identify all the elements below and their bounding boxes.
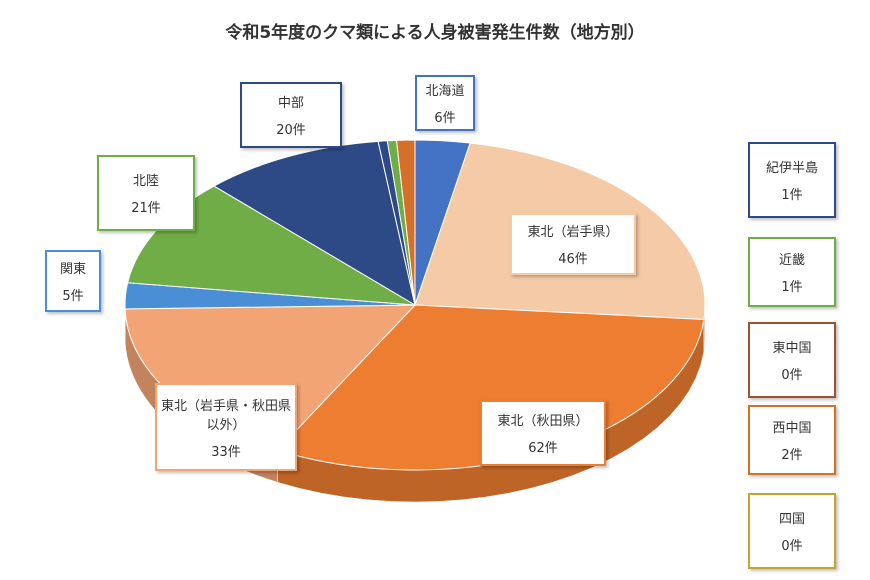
value-label: 33件 xyxy=(211,444,241,460)
category-label: 中部 xyxy=(277,96,304,111)
value-label: 46件 xyxy=(558,252,588,267)
data-label: 紀伊半島 1件 xyxy=(748,142,836,218)
value-label: 1件 xyxy=(781,188,803,203)
slice xyxy=(213,140,416,307)
value-label: 21件 xyxy=(131,201,161,216)
category-label: 北海道 xyxy=(425,84,465,99)
category-label: 四国 xyxy=(778,512,805,527)
data-label: 北陸 21件 xyxy=(97,155,195,231)
data-label: 中部 20件 xyxy=(240,82,342,148)
category-label: 東北（岩手県） xyxy=(527,225,619,240)
data-label: 北海道 6件 xyxy=(415,75,475,131)
value-label: 62件 xyxy=(528,441,558,456)
category-label: 近畿 xyxy=(778,253,805,268)
value-label: 5件 xyxy=(62,289,84,304)
data-label: 四国 0件 xyxy=(748,493,836,569)
slice xyxy=(395,139,416,306)
category-label: 関東 xyxy=(59,262,86,277)
value-label: 20件 xyxy=(276,123,306,138)
category-label: 東中国 xyxy=(772,341,812,356)
value-label: 0件 xyxy=(781,368,803,383)
data-label: 東北（岩手県・秋田県以外） 33件 xyxy=(155,383,297,471)
data-label: 東北（秋田県） 62件 xyxy=(480,400,606,466)
category-label: 東北（秋田県） xyxy=(497,414,589,429)
value-label: 2件 xyxy=(781,448,803,463)
data-label: 東中国 0件 xyxy=(748,322,836,398)
data-label: 西中国 2件 xyxy=(748,405,836,475)
category-label: 北陸 xyxy=(132,174,159,189)
value-label: 6件 xyxy=(434,111,456,126)
data-label: 関東 5件 xyxy=(45,250,101,312)
data-label: 東北（岩手県） 46件 xyxy=(510,213,636,275)
category-label: 東北（岩手県・秋田県以外） xyxy=(161,398,292,433)
data-label: 近畿 1件 xyxy=(748,237,836,307)
value-label: 0件 xyxy=(781,539,803,554)
value-label: 1件 xyxy=(781,280,803,295)
category-label: 紀伊半島 xyxy=(765,161,818,176)
category-label: 西中国 xyxy=(772,421,812,436)
chart-title: 令和5年度のクマ類による人身被害発生件数（地方別） xyxy=(225,23,645,43)
